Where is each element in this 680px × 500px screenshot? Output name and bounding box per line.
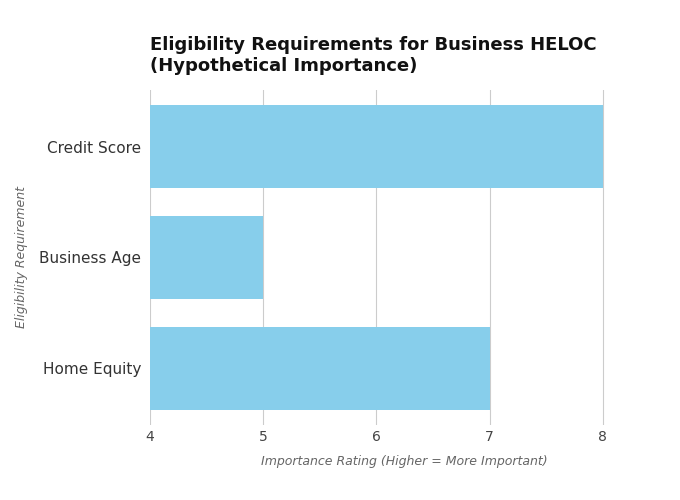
X-axis label: Importance Rating (Higher = More Important): Importance Rating (Higher = More Importa…: [261, 455, 548, 468]
Bar: [150, 105, 603, 188]
Bar: [150, 216, 263, 299]
Bar: [150, 326, 490, 410]
Y-axis label: Eligibility Requirement: Eligibility Requirement: [15, 186, 28, 328]
Text: Eligibility Requirements for Business HELOC
(Hypothetical Importance): Eligibility Requirements for Business HE…: [150, 36, 596, 74]
